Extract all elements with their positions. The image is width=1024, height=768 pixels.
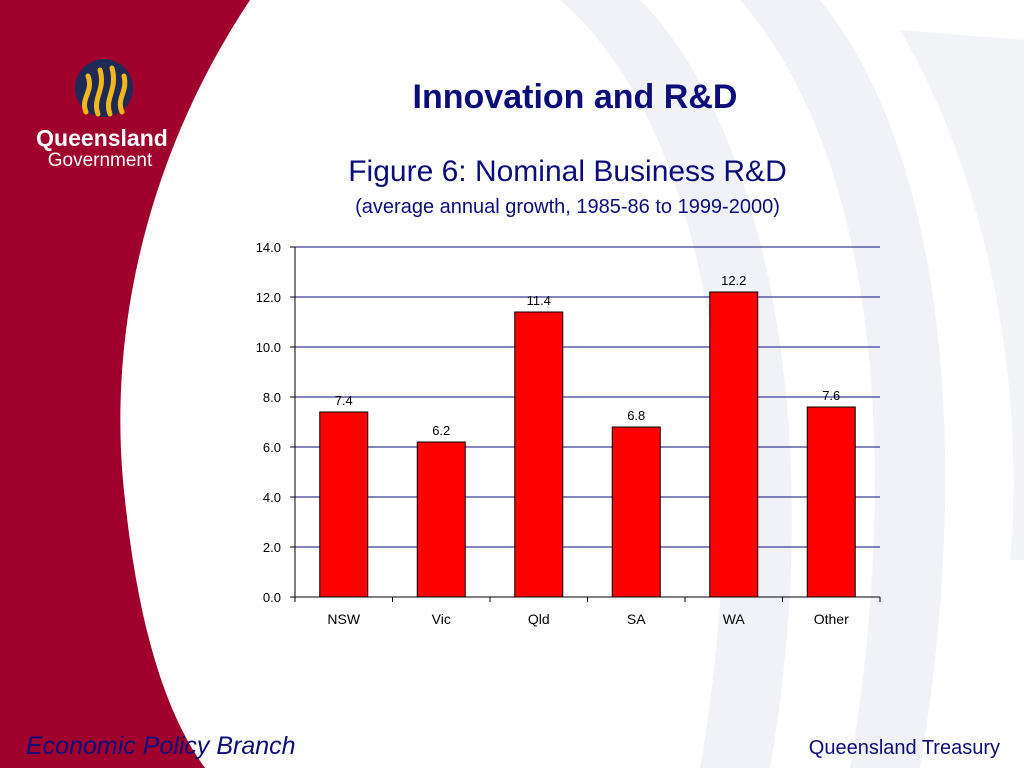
bar	[806, 406, 856, 598]
data-label: 6.2	[432, 423, 450, 438]
bar	[319, 411, 369, 598]
x-tick-label: Other	[814, 611, 849, 627]
y-tick-label: 6.0	[263, 440, 281, 455]
bar-chart: 0.0 2.0 4.0 6.0 8.0 10.0 12.0 14.0 7.4 NSW 6.2 Vic 1…	[256, 240, 881, 627]
logo-line1: Queensland	[36, 125, 168, 151]
x-tick-label: NSW	[327, 611, 360, 627]
y-tick-label: 8.0	[263, 390, 281, 405]
bar	[416, 441, 466, 598]
y-tick-label: 12.0	[256, 290, 281, 305]
data-label: 7.4	[335, 393, 353, 408]
y-tick-label: 14.0	[256, 240, 281, 255]
data-label: 6.8	[627, 408, 645, 423]
bar	[514, 311, 564, 598]
data-label: 11.4	[527, 293, 551, 308]
data-label: 7.6	[822, 388, 840, 403]
queensland-government-logo: Queensland Government	[36, 59, 168, 171]
y-tick-label: 4.0	[263, 490, 281, 505]
background-swoosh	[740, 0, 946, 768]
bar	[611, 426, 661, 598]
chart-title: Figure 6: Nominal Business R&D	[348, 155, 787, 188]
background-swoosh	[900, 30, 1024, 560]
data-label: 12.2	[721, 273, 746, 288]
y-tick-label: 0.0	[263, 590, 281, 605]
y-tick-label: 10.0	[256, 340, 281, 355]
slide-heading: Innovation and R&D	[412, 78, 738, 116]
x-tick-label: WA	[723, 611, 746, 627]
maroon-side-panel	[0, 0, 250, 768]
x-tick-label: Vic	[432, 611, 451, 627]
chart-subtitle: (average annual growth, 1985-86 to 1999-…	[355, 196, 780, 218]
footer-treasury: Queensland Treasury	[808, 737, 1000, 759]
logo-line2: Government	[48, 150, 153, 171]
x-tick-label: SA	[627, 611, 646, 627]
x-tick-label: Qld	[528, 611, 550, 627]
flame-icon	[75, 59, 133, 117]
bar	[709, 291, 759, 598]
y-tick-label: 2.0	[263, 540, 281, 555]
footer-branch: Economic Policy Branch	[26, 732, 296, 760]
